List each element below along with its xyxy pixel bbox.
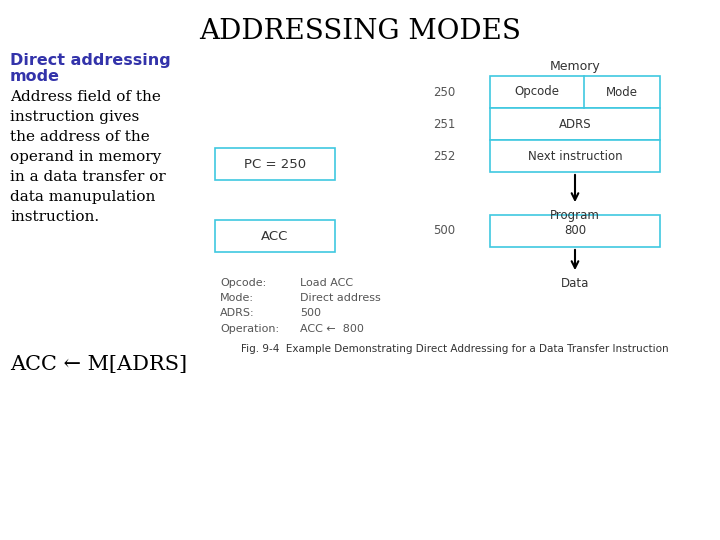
Text: Next instruction: Next instruction	[528, 150, 622, 163]
Text: ADDRESSING MODES: ADDRESSING MODES	[199, 18, 521, 45]
Text: 800: 800	[564, 225, 586, 238]
FancyBboxPatch shape	[490, 76, 660, 108]
Text: ACC ← M[ADRS]: ACC ← M[ADRS]	[10, 355, 187, 374]
Text: Program: Program	[550, 209, 600, 222]
Text: Address field of the
instruction gives
the address of the
operand in memory
in a: Address field of the instruction gives t…	[10, 90, 166, 224]
Text: 252: 252	[433, 150, 455, 163]
Text: 500: 500	[433, 225, 455, 238]
Text: Opcode: Opcode	[514, 85, 559, 98]
FancyBboxPatch shape	[215, 220, 335, 252]
Text: 251: 251	[433, 118, 455, 131]
Text: Opcode:
Mode:
ADRS:
Operation:: Opcode: Mode: ADRS: Operation:	[220, 278, 279, 334]
FancyBboxPatch shape	[490, 108, 660, 140]
Text: Mode: Mode	[606, 85, 638, 98]
FancyBboxPatch shape	[490, 140, 660, 172]
Text: PC = 250: PC = 250	[244, 158, 306, 171]
Text: 250: 250	[433, 85, 455, 98]
Text: Direct addressing: Direct addressing	[10, 53, 171, 68]
FancyBboxPatch shape	[490, 215, 660, 247]
Text: ADRS: ADRS	[559, 118, 591, 131]
Text: ACC: ACC	[261, 230, 289, 242]
FancyBboxPatch shape	[215, 148, 335, 180]
Text: Data: Data	[561, 277, 589, 290]
Text: Fig. 9-4  Example Demonstrating Direct Addressing for a Data Transfer Instructio: Fig. 9-4 Example Demonstrating Direct Ad…	[241, 344, 669, 354]
Text: Load ACC
Direct address
500
ACC ←  800: Load ACC Direct address 500 ACC ← 800	[300, 278, 381, 334]
Text: Memory: Memory	[549, 60, 600, 73]
Text: mode: mode	[10, 69, 60, 84]
